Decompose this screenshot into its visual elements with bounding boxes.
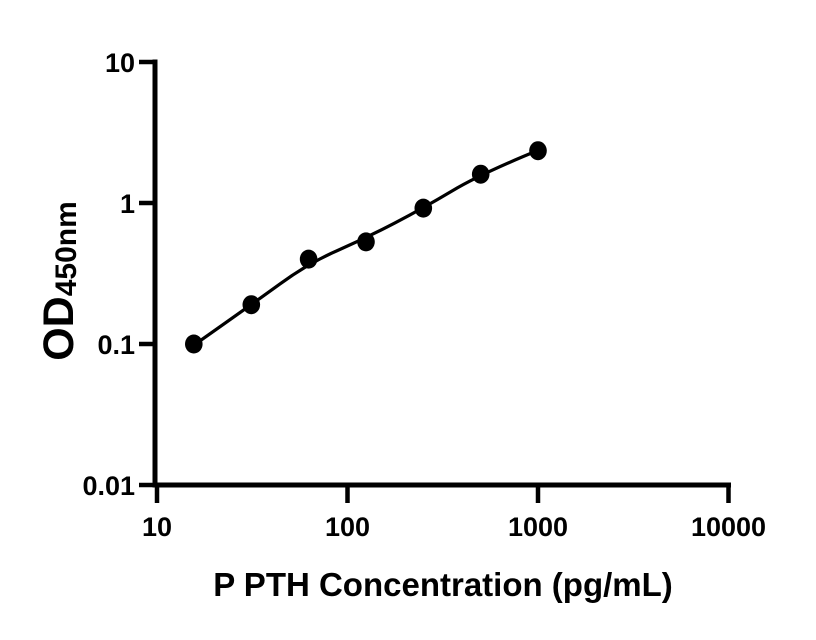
y-axis-title-sub: 450nm bbox=[50, 201, 83, 296]
y-tick-label: 0.1 bbox=[97, 330, 135, 360]
x-axis-ticks: 10 100 1000 10000 bbox=[142, 485, 766, 542]
data-point-marker bbox=[471, 164, 490, 184]
y-axis-ticks: 10 1 0.1 0.01 bbox=[82, 48, 155, 501]
data-points bbox=[185, 141, 547, 354]
data-point-marker bbox=[414, 198, 433, 218]
data-point-marker bbox=[242, 295, 261, 315]
y-axis-title-main: OD bbox=[35, 296, 83, 361]
y-tick-label: 1 bbox=[120, 189, 135, 219]
data-point-marker bbox=[357, 232, 375, 252]
x-tick-label: 10000 bbox=[691, 512, 766, 542]
data-point-marker bbox=[299, 249, 318, 269]
x-tick-label: 1000 bbox=[508, 512, 568, 542]
y-axis-title: OD450nm bbox=[35, 201, 83, 361]
y-tick-label: 0.01 bbox=[82, 471, 135, 501]
x-tick-label: 10 bbox=[142, 512, 172, 542]
y-tick-label: 10 bbox=[105, 48, 135, 78]
data-point-marker bbox=[185, 334, 203, 354]
x-axis-title: P PTH Concentration (pg/mL) bbox=[213, 566, 673, 603]
x-tick-label: 100 bbox=[325, 512, 370, 542]
data-point-marker bbox=[529, 141, 547, 161]
